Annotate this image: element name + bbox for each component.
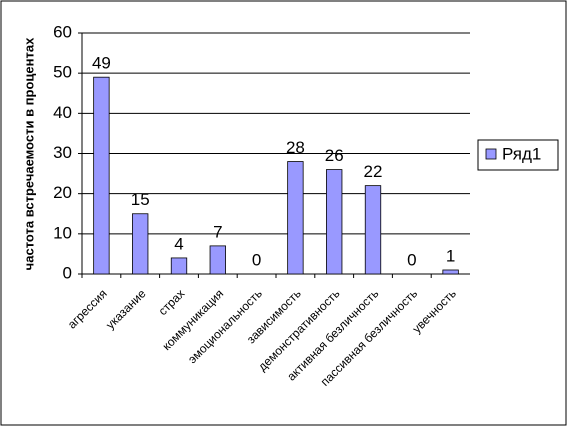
data-label: 7	[213, 222, 222, 241]
data-label: 22	[364, 162, 383, 181]
data-label: 26	[325, 146, 344, 165]
bar	[442, 269, 459, 275]
bar	[132, 213, 149, 275]
y-tick-label: 50	[53, 63, 72, 82]
y-tick-label: 20	[53, 183, 72, 202]
data-label: 4	[174, 234, 183, 253]
legend-label: Ряд1	[502, 144, 541, 163]
data-label: 49	[92, 54, 111, 73]
y-tick-label: 0	[63, 263, 72, 282]
legend-swatch	[485, 148, 497, 160]
data-label: 15	[131, 190, 150, 209]
y-axis-title: частота встречаемости в процентах	[21, 37, 36, 270]
bar	[93, 76, 110, 275]
bar	[287, 161, 304, 275]
y-tick-label: 10	[53, 223, 72, 242]
bar	[364, 185, 382, 275]
bar	[209, 245, 226, 275]
bar	[170, 257, 188, 275]
y-tick-label: 30	[53, 143, 72, 162]
y-tick-label: 40	[53, 103, 72, 122]
data-label: 0	[252, 250, 261, 269]
data-label: 0	[407, 250, 416, 269]
y-tick-label: 60	[53, 22, 72, 41]
data-label: 28	[286, 138, 305, 157]
data-label: 1	[446, 246, 455, 265]
bar	[326, 169, 343, 275]
